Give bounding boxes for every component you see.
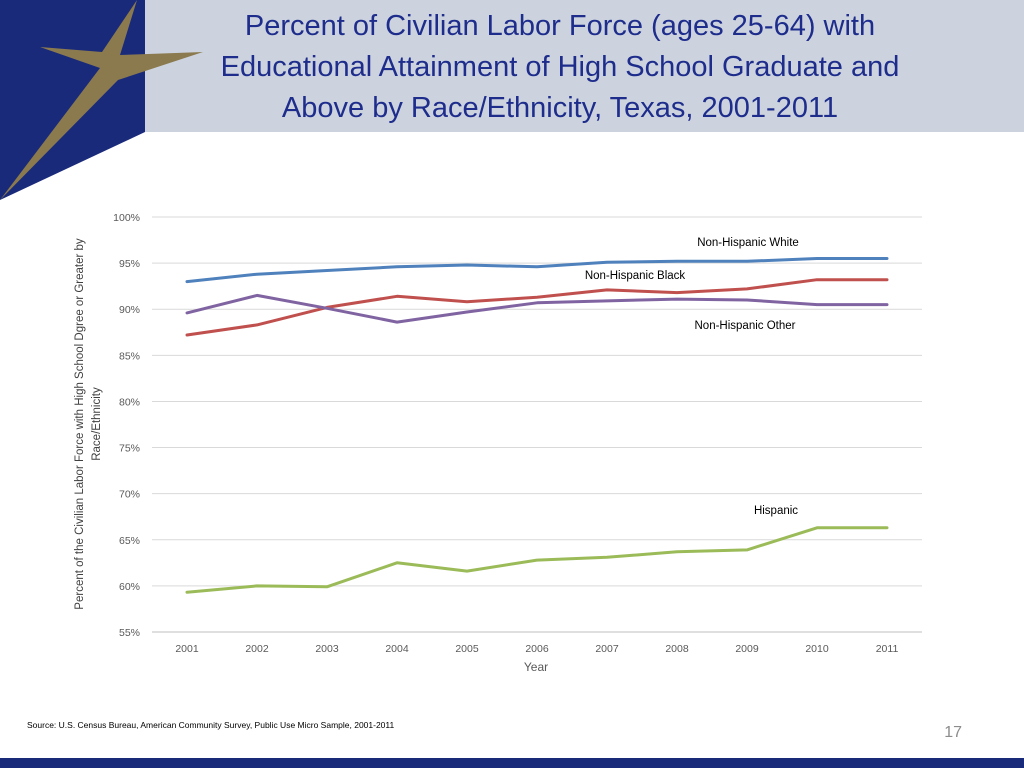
y-tick-label: 100% [113, 212, 140, 224]
x-axis-ticks: 2001 2002 2003 2004 2005 2006 2007 2008 2009 2010… [175, 643, 898, 655]
x-tick-label: 2009 [735, 643, 759, 655]
source-note: Source: U.S. Census Bureau, American Com… [27, 720, 395, 730]
corner-star-graphic [0, 0, 203, 200]
series-label-non-hispanic-white: Non-Hispanic White [697, 237, 799, 249]
star-icon [0, 0, 203, 200]
y-axis-title: Percent of the Civilian Labor Force with… [72, 194, 106, 654]
y-tick-label: 75% [119, 443, 140, 455]
x-tick-label: 2004 [385, 643, 409, 655]
x-axis-title: Year [523, 660, 549, 674]
y-tick-label: 80% [119, 396, 140, 408]
series-line-non-hispanic-other [185, 293, 889, 324]
y-tick-label: 70% [119, 489, 140, 501]
slide-title: Percent of Civilian Labor Force (ages 25… [160, 6, 960, 129]
x-tick-label: 2002 [245, 643, 269, 655]
x-tick-label: 2001 [175, 643, 199, 655]
series-label-hispanic: Hispanic [754, 505, 798, 517]
series-label-non-hispanic-other: Non-Hispanic Other [695, 320, 796, 332]
y-axis-title-line: Percent of the Civilian Labor Force with… [74, 238, 86, 610]
y-tick-label: 55% [119, 627, 140, 639]
title-banner [0, 0, 1024, 132]
title-line: Above by Race/Ethnicity, Texas, 2001-201… [281, 92, 839, 124]
gridlines [152, 216, 922, 633]
page-number: 17 [944, 724, 962, 741]
x-tick-label: 2011 [876, 643, 899, 655]
x-tick-label: 2007 [595, 643, 619, 655]
x-tick-label: 2008 [665, 643, 689, 655]
y-axis-title-line: Race/Ethnicity [91, 387, 103, 461]
y-tick-label: 65% [119, 535, 140, 547]
series-labels: Non-Hispanic White Non-Hispanic Black Non-… [585, 237, 799, 517]
y-axis-ticks: 55% 60% 65% 70% 75% 80% 85% 90% 95% 100% [113, 212, 140, 639]
x-tick-label: 2006 [525, 643, 549, 655]
y-tick-label: 90% [119, 304, 140, 316]
y-tick-label: 60% [119, 581, 140, 593]
series-lines [185, 257, 889, 594]
title-line: Percent of Civilian Labor Force (ages 25… [244, 10, 876, 42]
series-line-non-hispanic-white [185, 257, 889, 284]
series-line-non-hispanic-black [185, 278, 889, 337]
footer-bar [0, 758, 1024, 768]
y-tick-label: 95% [119, 258, 140, 270]
y-tick-label: 85% [119, 350, 140, 362]
x-tick-label: 2003 [315, 643, 339, 655]
title-line: Educational Attainment of High School Gr… [220, 51, 900, 83]
series-label-non-hispanic-black: Non-Hispanic Black [585, 270, 686, 282]
x-tick-label: 2005 [455, 643, 479, 655]
x-tick-label: 2010 [805, 643, 829, 655]
series-line-hispanic [185, 526, 889, 594]
